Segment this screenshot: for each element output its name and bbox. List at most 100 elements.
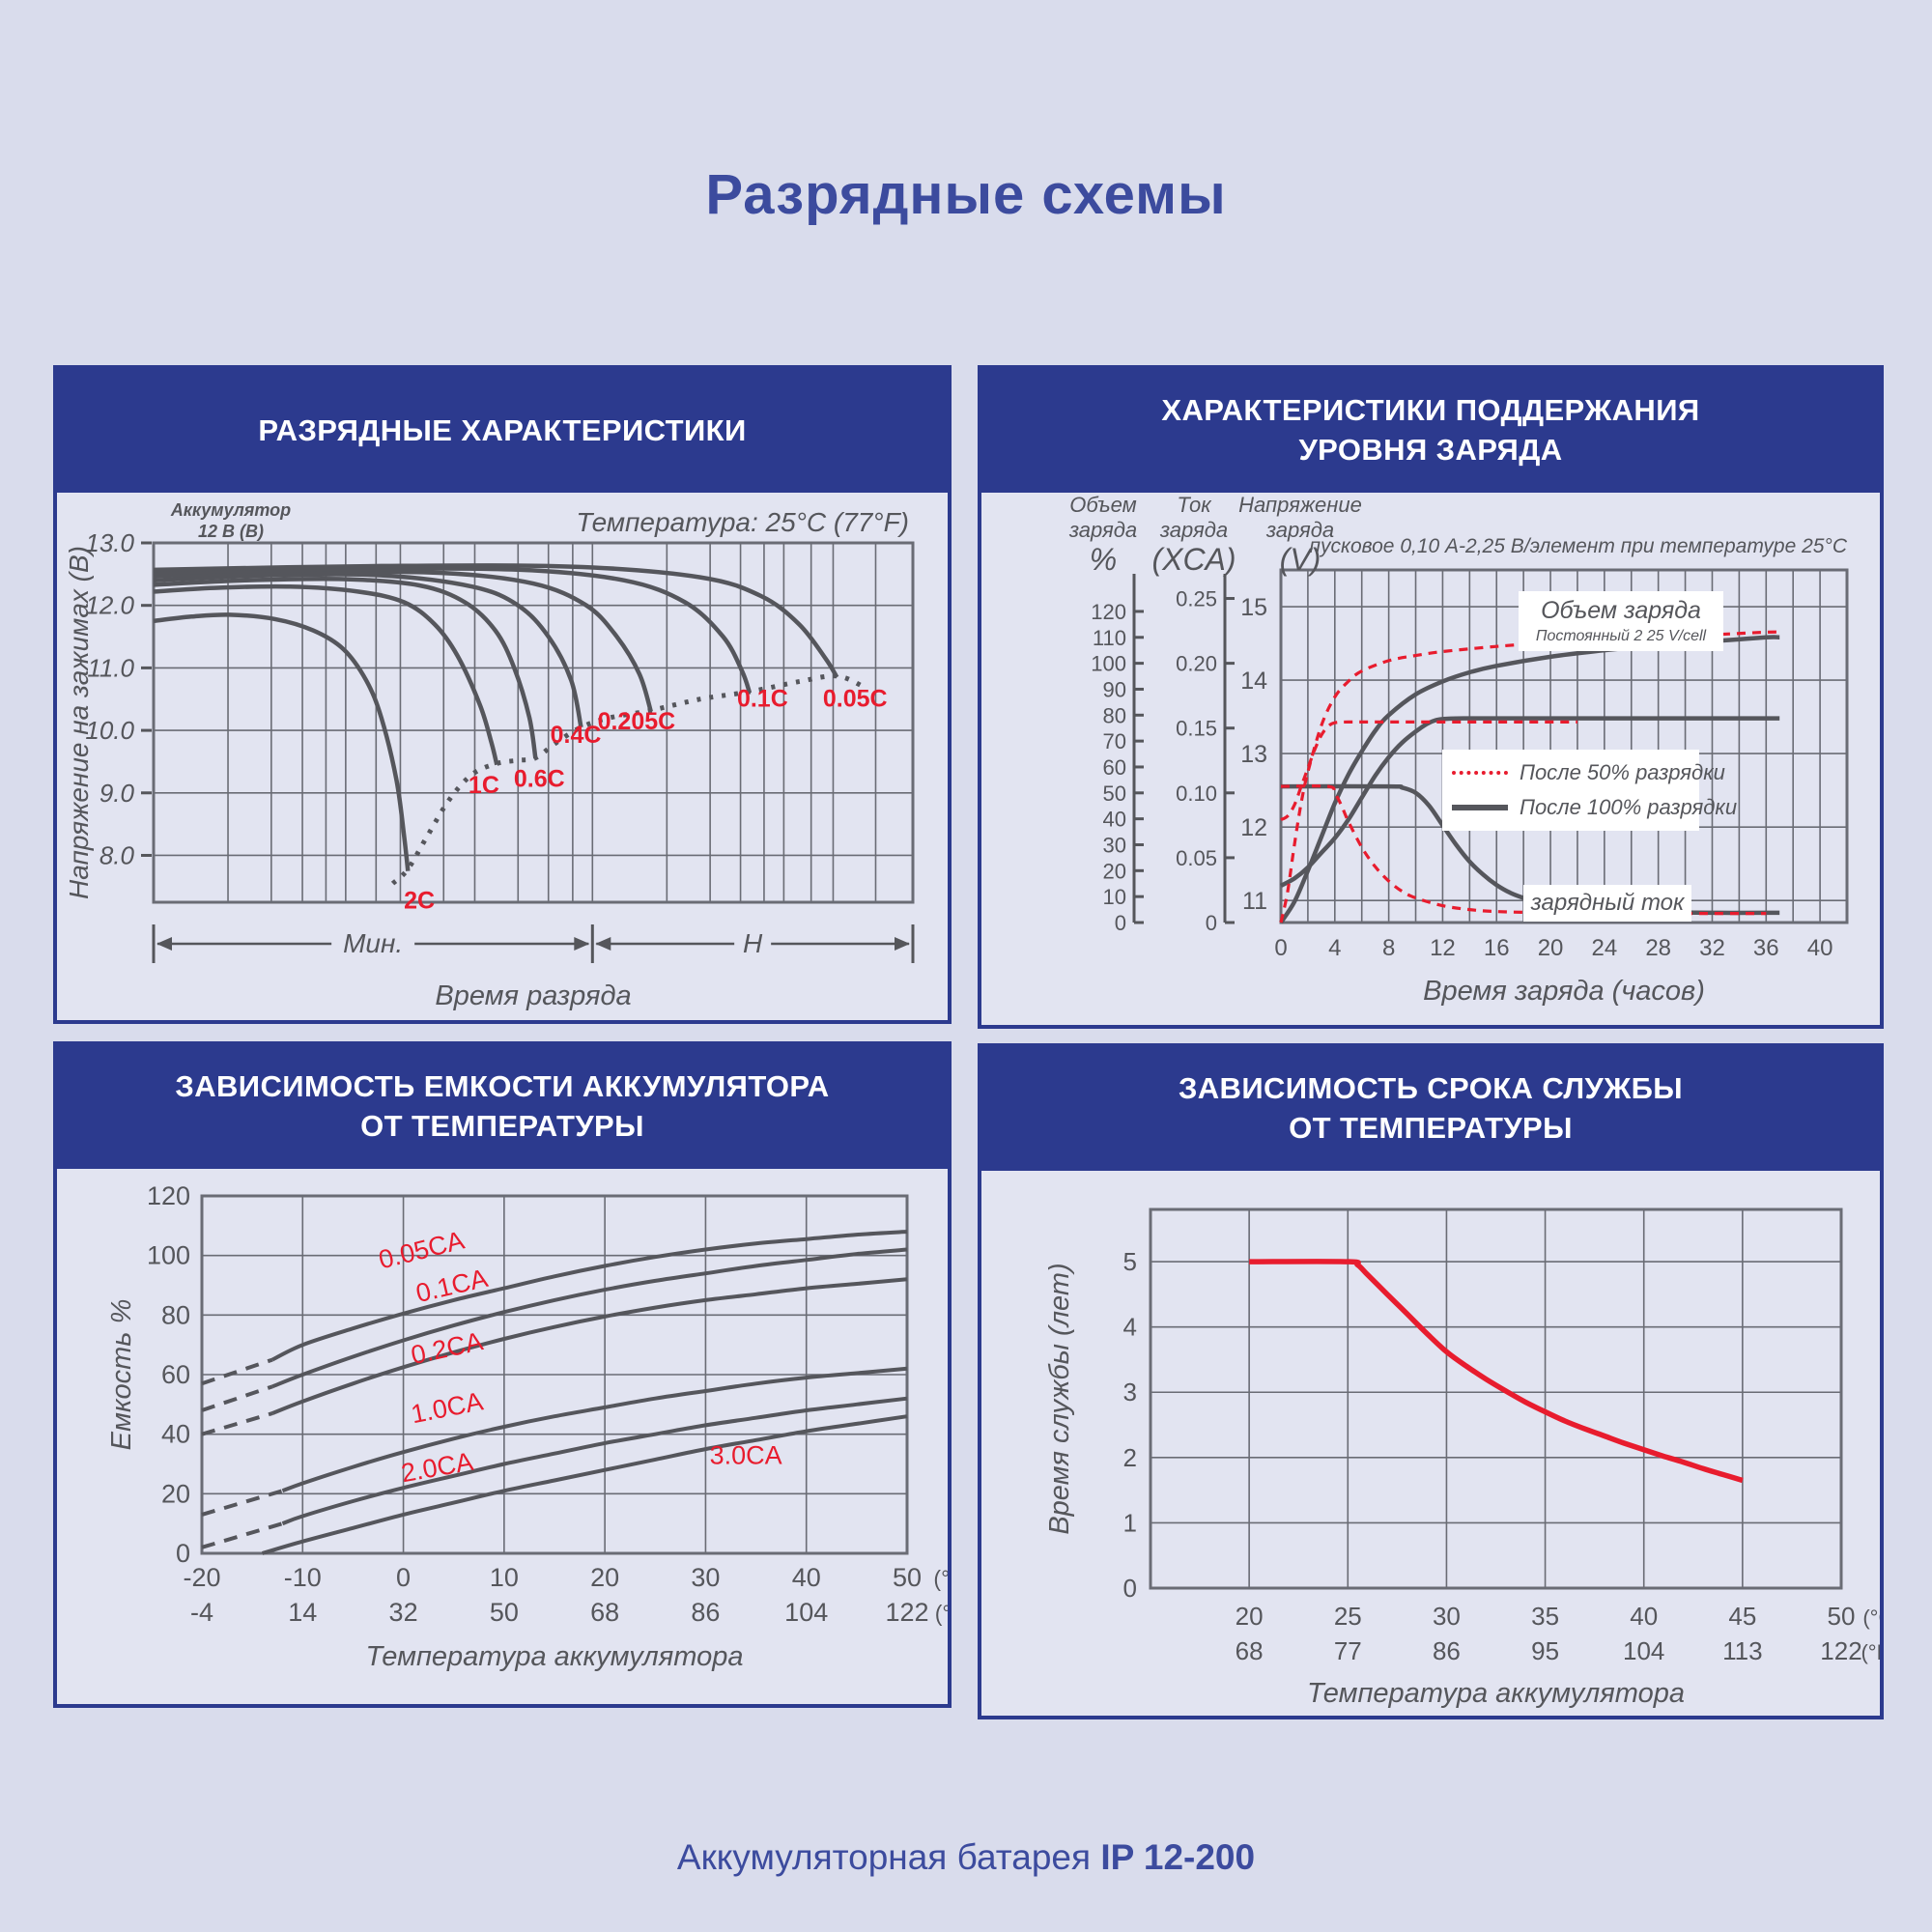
svg-text:0.4C: 0.4C [551,722,602,749]
svg-text:(V): (V) [1280,542,1321,577]
svg-text:0: 0 [1115,911,1126,935]
life-chart-area: 0123452068257730863595401044511350122(°C… [981,1171,1880,1716]
svg-text:20: 20 [161,1479,190,1508]
svg-text:Время разряда: Время разряда [435,980,631,1011]
svg-text:60: 60 [161,1360,190,1389]
svg-text:3.0CA: 3.0CA [710,1441,782,1470]
legend-label-100: После 100% разрядки [1520,795,1738,819]
svg-text:95: 95 [1531,1636,1559,1665]
charge-volume-callout-title: Объем заряда [1541,597,1701,624]
svg-text:35: 35 [1531,1602,1559,1631]
svg-text:120: 120 [147,1181,190,1210]
svg-text:4: 4 [1328,935,1341,961]
svg-text:0: 0 [1274,935,1287,961]
svg-text:10: 10 [490,1563,519,1592]
svg-text:80: 80 [161,1300,190,1329]
panel-life-header: ЗАВИСИМОСТЬ СРОКА СЛУЖБЫ ОТ ТЕМПЕРАТУРЫ [981,1047,1880,1171]
panel-charge-header: ХАРАКТЕРИСТИКИ ПОДДЕРЖАНИЯ УРОВНЯ ЗАРЯДА [981,369,1880,493]
svg-text:122: 122 [885,1598,928,1627]
svg-text:0.15: 0.15 [1176,717,1217,741]
svg-text:9.0: 9.0 [99,779,135,808]
svg-text:40: 40 [1630,1602,1658,1631]
legend-item-50: После 50% разрядки [1452,760,1725,785]
charge-current-callout-label: зарядный ток [1530,890,1685,916]
svg-text:20: 20 [1538,935,1564,961]
svg-text:2C: 2C [404,887,435,914]
charge-chart-area: 11 12 13 14 15 0 10 20 30 40 50 60 70 80 90 100 110 120 Об… [981,493,1880,1025]
svg-text:-20: -20 [183,1563,220,1592]
svg-text:13: 13 [1240,741,1267,768]
page-title: Разрядные схемы [705,163,1227,226]
svg-text:113: 113 [1722,1636,1762,1665]
svg-text:Объем: Объем [1069,493,1137,517]
legend-label-50: После 50% разрядки [1520,760,1725,784]
svg-text:14: 14 [1240,668,1267,695]
svg-text:30: 30 [1433,1602,1461,1631]
legend-item-100: После 100% разрядки [1452,795,1737,820]
svg-text:77: 77 [1334,1636,1362,1665]
svg-text:Напряжение на зажимах (В): Напряжение на зажимах (В) [64,546,94,899]
svg-text:32: 32 [1699,935,1725,961]
footer-model: IP 12-200 [1100,1837,1256,1877]
charge-volume-callout-subtitle: Постоянный 2 25 V/cell [1535,628,1707,644]
svg-text:(XCA): (XCA) [1151,542,1236,577]
svg-text:Ток: Ток [1177,493,1212,517]
svg-text:0.1C: 0.1C [737,686,788,713]
svg-text:2.0CA: 2.0CA [399,1447,475,1489]
svg-text:0: 0 [1206,911,1217,935]
svg-text:30: 30 [1103,833,1126,857]
panel-discharge-title: РАЗРЯДНЫЕ ХАРАКТЕРИСТИКИ [258,412,747,447]
svg-text:Температура аккумулятора: Температура аккумулятора [366,1641,744,1672]
svg-text:36: 36 [1753,935,1779,961]
svg-text:2: 2 [1123,1443,1137,1472]
discharge-chart: 13.0 12.0 11.0 10.0 9.0 8.0 2C 1C 0.6C 0.4C0.205C… [64,500,915,1011]
svg-text:13.0: 13.0 [85,528,134,557]
svg-text:10: 10 [1103,885,1126,909]
svg-text:28: 28 [1645,935,1671,961]
svg-text:1.0CA: 1.0CA [409,1386,485,1429]
svg-text:заряда: заряда [1265,518,1334,542]
svg-text:40: 40 [1103,808,1126,832]
svg-text:10.0: 10.0 [85,716,134,745]
svg-text:Температура: 25°C (77°F): Температура: 25°C (77°F) [576,507,909,537]
charge-volume-callout: Объем заряда Постоянный 2 25 V/cell [1519,591,1723,651]
svg-text:-10: -10 [284,1563,322,1592]
svg-text:0.05C: 0.05C [823,686,888,713]
svg-text:30: 30 [691,1563,720,1592]
svg-text:110: 110 [1093,626,1126,650]
svg-text:Аккумулятор: Аккумулятор [170,500,291,520]
svg-text:0.6C: 0.6C [514,765,565,792]
svg-text:86: 86 [691,1598,720,1627]
svg-text:0.20: 0.20 [1176,652,1217,676]
svg-text:%: % [1090,542,1117,577]
svg-text:104: 104 [1623,1636,1664,1665]
solid-gray-line-swatch [1452,805,1508,810]
svg-text:1C: 1C [469,772,499,799]
svg-text:50: 50 [1828,1602,1856,1631]
svg-text:11: 11 [1242,888,1267,915]
svg-text:32: 32 [389,1598,418,1627]
svg-text:-4: -4 [190,1598,213,1627]
footer-text: Аккумуляторная батарея [676,1837,1101,1877]
svg-text:104: 104 [784,1598,828,1627]
life-chart: 0123452068257730863595401044511350122(°C… [1044,1208,1880,1709]
panel-capacity-title-line2: ОТ ТЕМПЕРАТУРЫ [360,1109,644,1143]
svg-text:15: 15 [1240,594,1267,621]
panel-charge-retention: ХАРАКТЕРИСТИКИ ПОДДЕРЖАНИЯ УРОВНЯ ЗАРЯДА… [978,365,1884,1029]
svg-text:122: 122 [1820,1636,1861,1665]
svg-text:60: 60 [1103,755,1126,780]
svg-text:100: 100 [1091,652,1126,676]
svg-text:40: 40 [792,1563,821,1592]
svg-text:0.05: 0.05 [1176,846,1217,870]
svg-text:70: 70 [1103,729,1126,753]
svg-text:Время службы (лет): Время службы (лет) [1044,1263,1075,1534]
charge-legend: После 50% разрядки После 100% разрядки [1442,750,1737,831]
capacity-chart: 0204060801001200.05CA0.1CA0.2CA1.0CA2.0C… [106,1181,948,1672]
svg-text:45: 45 [1728,1602,1756,1631]
svg-text:120: 120 [1091,600,1126,624]
svg-text:(°F ): (°F ) [1861,1640,1880,1664]
panel-discharge-characteristics: РАЗРЯДНЫЕ ХАРАКТЕРИСТИКИ 13.0 12.0 11.0 10.… [53,365,952,1024]
svg-text:86: 86 [1433,1636,1461,1665]
svg-text:4: 4 [1123,1313,1137,1342]
svg-text:3: 3 [1123,1378,1137,1406]
